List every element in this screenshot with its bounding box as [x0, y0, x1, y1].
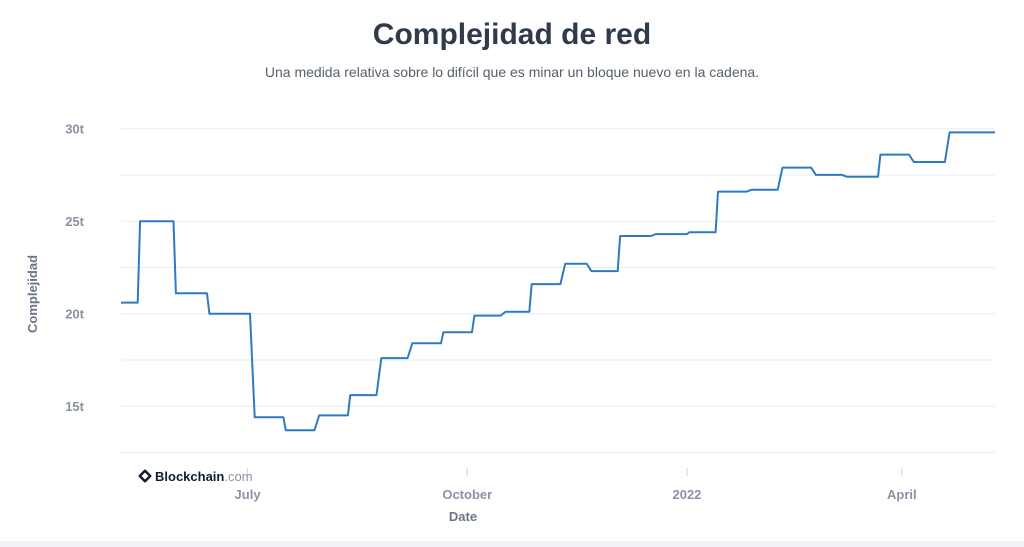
bottom-border — [0, 541, 1024, 547]
chart-title: Complejidad de red — [372, 18, 652, 51]
y-tick-label: 15t — [65, 399, 84, 414]
series-line — [121, 131, 995, 432]
x-tick-label: April — [887, 487, 917, 502]
y-tick-label: 20t — [65, 307, 84, 322]
y-tick-label: 30t — [65, 122, 84, 137]
brand-logo-text: Blockchain.com — [155, 469, 253, 484]
y-tick-label: 25t — [65, 214, 84, 229]
y-axis-title: Complejidad — [25, 255, 40, 333]
x-tick-label: October — [442, 487, 492, 502]
x-axis-title: Date — [449, 509, 477, 524]
x-tick-label: July — [235, 487, 262, 502]
grid-lines — [121, 128, 995, 453]
x-axis-ticks: July October 2022 April — [235, 468, 917, 502]
x-tick-label: 2022 — [672, 487, 701, 502]
blockchain-logo-icon — [138, 469, 152, 483]
brand-logo[interactable]: Blockchain.com — [138, 469, 253, 484]
y-axis-ticks: 15t 20t 25t 30t — [65, 122, 84, 415]
chart-subtitle: Una medida relativa sobre lo difícil que… — [264, 64, 760, 80]
